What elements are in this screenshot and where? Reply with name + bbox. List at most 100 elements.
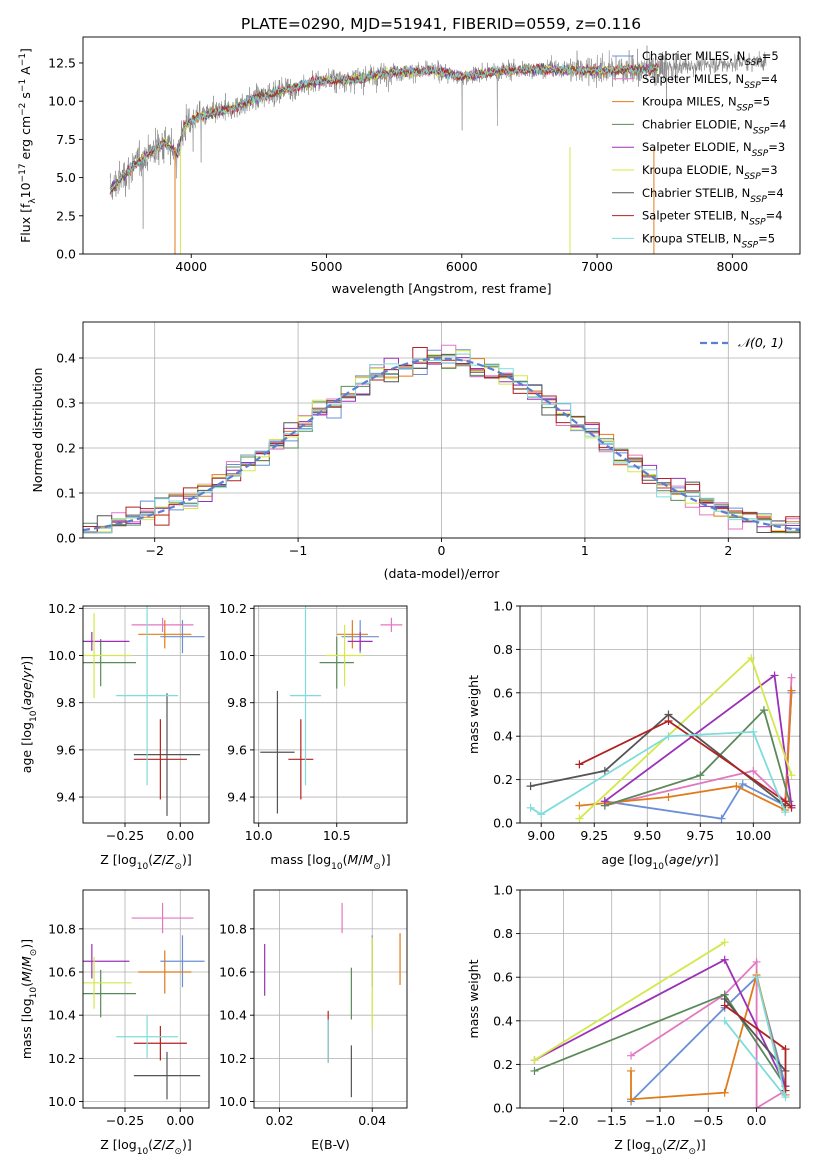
legend-label-salpeter-elodie-part: SSP — [752, 149, 769, 159]
y-axis-label-part: ] — [18, 48, 33, 53]
y-tick-label: 10.2 — [219, 601, 247, 616]
x-tick-label: 10.00 — [735, 828, 771, 843]
x-axis-label-part: M — [348, 852, 359, 867]
panel-massweight-age: 9.00 9.25 9.50 9.75 10.00 0.0 0.2 0.4 0.6 0.8 1.0 a… — [466, 599, 801, 872]
y-tick-label: 0.8 — [493, 926, 513, 941]
x-axis-label-part: 10 — [651, 1147, 663, 1157]
weight-marker-kroupa-stelib — [781, 1093, 790, 1102]
legend-label-chabrier-elodie-part: =4 — [769, 117, 786, 131]
y-tick-label: 5.0 — [56, 170, 76, 185]
model-spectrum-chabrier-stelib — [109, 63, 659, 194]
y-tick-label: 10.0 — [48, 94, 76, 109]
x-axis-label: Z [log10(Z/Z⊙)] — [614, 1137, 706, 1157]
weight-marker-kroupa-miles — [664, 792, 673, 801]
weight-marker-kroupa-stelib — [781, 808, 790, 817]
x-axis-label-part: Z — [152, 1137, 162, 1152]
figure-title: PLATE=0290, MJD=51941, FIBERID=0559, z=0… — [241, 15, 641, 33]
y-axis-label-part: 10 — [29, 710, 39, 722]
y-tick-label: 12.5 — [48, 55, 76, 70]
weight-marker-kroupa-miles — [732, 782, 741, 791]
legend-label-kroupa-stelib-part: Kroupa STELIB, N — [642, 231, 742, 245]
legend-label-salpeter-stelib-part: SSP — [749, 218, 766, 228]
x-axis-label-part: 10 — [137, 1147, 149, 1157]
y-tick-label: 1.0 — [493, 883, 513, 898]
x-axis-label-part: age — [669, 852, 693, 867]
weight-marker-kroupa-stelib — [749, 727, 758, 736]
x-axis-label-part: M — [363, 852, 374, 867]
y-tick-label: 10.0 — [219, 1094, 247, 1109]
y-axis-label-part: λ — [28, 198, 38, 204]
legend-label-salpeter-miles-part: Salpeter MILES, N — [642, 72, 744, 86]
weight-marker-salpeter-elodie — [770, 671, 779, 680]
weight-marker-salpeter-stelib — [787, 803, 796, 812]
legend-label-salpeter-elodie-part: =3 — [768, 140, 785, 154]
legend-label-chabrier-stelib-part: SSP — [750, 195, 767, 205]
weight-marker-salpeter-miles — [749, 766, 758, 775]
y-tick-label: 9.4 — [56, 790, 76, 805]
y-axis-label-part: ( — [19, 982, 34, 987]
legend-label-salpeter-elodie-part: Salpeter ELODIE, N — [642, 140, 752, 154]
x-axis-label-part: 10 — [653, 862, 665, 872]
weight-marker-chabrier-elodie — [696, 771, 705, 780]
y-axis-label-part: age [log — [19, 722, 34, 773]
weight-marker-salpeter-stelib — [664, 717, 673, 726]
x-axis-label-part: ⊙ — [174, 1147, 182, 1157]
x-axis-label-part: mass [log — [270, 852, 331, 867]
y-tick-label: 10.2 — [219, 1051, 247, 1066]
y-tick-label: 7.5 — [56, 132, 76, 147]
y-axis-label-part: / — [19, 677, 34, 682]
weight-marker-salpeter-elodie — [600, 797, 609, 806]
weight-marker-salpeter-miles — [787, 673, 796, 682]
x-tick-label: −2 — [145, 543, 163, 558]
legend-label-salpeter-miles: Salpeter MILES, NSSP=4 — [642, 72, 778, 91]
plot-area — [520, 606, 800, 823]
weight-marker-salpeter-elodie — [720, 955, 729, 964]
x-axis-label-part: ( — [662, 1137, 667, 1152]
y-tick-label: 10.0 — [48, 1094, 76, 1109]
residual-histogram-kroupa-stelib — [83, 353, 800, 534]
plot-area — [254, 890, 407, 1108]
y-axis-label: age [log10(age/yr)] — [19, 656, 39, 773]
legend-label-chabrier-stelib: Chabrier STELIB, NSSP=4 — [642, 186, 784, 205]
y-axis-label-part: )] — [19, 939, 34, 949]
weight-marker-kroupa-stelib — [537, 810, 546, 819]
y-tick-label: 10.0 — [48, 648, 76, 663]
x-axis-label-part: )] — [696, 1137, 706, 1152]
y-tick-label: 0.0 — [493, 1101, 513, 1116]
y-axis-label: Normed distribution — [30, 368, 45, 493]
panel-residuals: −2 −1 0 1 2 0.0 0.1 0.2 0.3 0.4 𝒩(0, 1) (data-model… — [30, 321, 801, 581]
y-tick-label: 0.0 — [493, 816, 513, 831]
x-axis-label-part: age [log — [601, 852, 652, 867]
x-tick-label: −0.5 — [693, 1113, 723, 1128]
x-axis-label-part: Z — [679, 1137, 689, 1152]
axes-frame — [82, 605, 210, 824]
x-tick-label: 0.0 — [747, 1113, 767, 1128]
y-axis-label-part: −17 — [18, 163, 28, 182]
y-tick-label: 0.3 — [56, 396, 76, 411]
axes-frame — [253, 605, 408, 824]
legend-label-salpeter-stelib: Salpeter STELIB, NSSP=4 — [642, 209, 783, 228]
x-tick-label: −1.0 — [645, 1113, 675, 1128]
x-axis-label-part: )] — [182, 1137, 192, 1152]
x-tick-label: 9.75 — [686, 828, 714, 843]
legend-label-salpeter-elodie: Salpeter ELODIE, NSSP=3 — [642, 140, 785, 159]
panel-spectrum: 4000 5000 6000 7000 8000 0.0 2.5 5.0 7.5 10.0 12.5… — [18, 36, 801, 296]
weight-marker-salpeter-stelib — [781, 797, 790, 806]
panel-age-Z: −0.25 0.009.49.69.810.010.2Z [log10(Z/Z⊙)… — [19, 601, 210, 872]
y-tick-label: 0.1 — [56, 486, 76, 501]
y-axis-label-part: yr — [19, 665, 34, 679]
legend-label-salpeter-miles-part: SSP — [744, 81, 761, 91]
y-axis-label-part: M — [19, 956, 34, 967]
x-axis-label-part: / — [676, 1137, 681, 1152]
weight-marker-salpeter-miles — [752, 957, 761, 966]
x-tick-label: 0.00 — [166, 1113, 194, 1128]
y-tick-label: 10.8 — [219, 921, 247, 936]
x-axis-label: mass [log10(M/M⊙)] — [270, 852, 390, 872]
weight-marker-salpeter-miles — [627, 1051, 636, 1060]
y-tick-label: 0.2 — [493, 772, 513, 787]
x-tick-label: −1.5 — [597, 1113, 627, 1128]
y-axis-label-part: mass [log — [19, 998, 34, 1059]
weight-marker-salpeter-stelib — [720, 1001, 729, 1010]
legend-label-chabrier-elodie: Chabrier ELODIE, NSSP=4 — [642, 117, 786, 136]
